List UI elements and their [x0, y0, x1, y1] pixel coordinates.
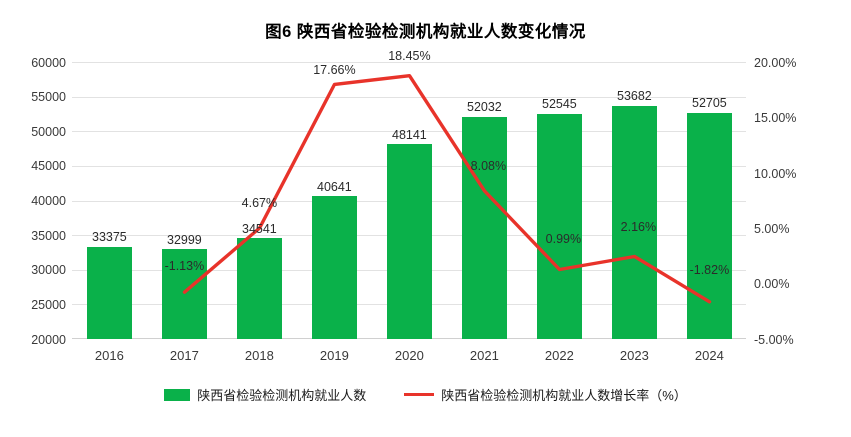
bar-2017: [162, 249, 207, 339]
bar-value-2019: 40641: [317, 180, 352, 194]
legend-item-growth-rate[interactable]: 陕西省检验检测机构就业人数增长率（%）: [404, 385, 687, 404]
x-label-2017: 2017: [169, 348, 199, 363]
pct-label-2021: 8.08%: [470, 159, 507, 173]
x-label-2016: 2016: [94, 348, 124, 363]
bar-2016: [87, 246, 132, 339]
y-left-tick-40000: 40000: [31, 194, 66, 208]
gridline: [72, 62, 746, 63]
x-label-2019: 2019: [319, 348, 349, 363]
bar-2020: [387, 144, 432, 339]
y-left-tick-35000: 35000: [31, 229, 66, 243]
y-left-tick-55000: 55000: [31, 90, 66, 104]
pct-label-2023: 2.16%: [620, 220, 657, 234]
x-label-2020: 2020: [394, 348, 424, 363]
y-right-tick-0: 0.00%: [754, 277, 790, 291]
gridline: [72, 96, 746, 98]
bar-2021: [462, 117, 507, 339]
y-right-tick-5: 5.00%: [754, 222, 790, 236]
legend-item-employment[interactable]: 陕西省检验检测机构就业人数: [164, 385, 366, 404]
y-left-tick-20000: 20000: [31, 333, 66, 347]
legend-line-swatch-icon: [404, 392, 435, 397]
bar-2023: [612, 105, 657, 339]
x-label-2024: 2024: [694, 348, 724, 363]
gridline: [72, 131, 746, 133]
bar-value-2022: 52545: [542, 97, 577, 111]
y-right-tick-neg5: -5.00%: [754, 333, 794, 347]
chart-title: 图6 陕西省检验检测机构就业人数变化情况: [265, 23, 586, 41]
bar-value-2020: 48141: [392, 128, 427, 142]
y-right-tick-10: 10.00%: [754, 167, 797, 181]
pct-label-2020: 18.45%: [388, 49, 431, 63]
bar-value-2024: 52705: [692, 96, 727, 110]
bar-value-2016: 33375: [92, 230, 127, 244]
bar-2018: [237, 238, 282, 339]
y-left-tick-60000: 60000: [31, 56, 66, 70]
bar-value-2018: 34541: [242, 222, 277, 236]
pct-label-2024: -1.82%: [689, 263, 730, 277]
bar-2019: [312, 196, 357, 339]
x-label-2018: 2018: [244, 348, 274, 363]
pct-label-2022: 0.99%: [545, 232, 582, 246]
pct-label-2017: -1.13%: [164, 259, 205, 273]
y-left-tick-25000: 25000: [31, 298, 66, 312]
legend-label-growth-rate: 陕西省检验检测机构就业人数增长率（%）: [441, 388, 687, 403]
legend-bar-swatch-icon: [164, 388, 191, 401]
chart-legend: 陕西省检验检测机构就业人数 陕西省检验检测机构就业人数增长率（%）: [0, 385, 851, 404]
y-left-tick-50000: 50000: [31, 125, 66, 139]
y-right-tick-20: 20.00%: [754, 56, 797, 70]
bar-value-2023: 53682: [617, 89, 652, 103]
bar-2022: [537, 113, 582, 339]
y-left-tick-45000: 45000: [31, 159, 66, 173]
growth-rate-line: [182, 73, 712, 304]
x-label-2022: 2022: [544, 348, 574, 363]
x-label-2021: 2021: [469, 348, 499, 363]
pct-label-2018: 4.67%: [241, 196, 278, 210]
bar-value-2017: 32999: [167, 233, 202, 247]
legend-label-employment: 陕西省检验检测机构就业人数: [197, 388, 367, 403]
pct-label-2019: 17.66%: [313, 63, 356, 77]
y-left-tick-30000: 30000: [31, 263, 66, 277]
bar-value-2021: 52032: [467, 100, 502, 114]
x-label-2023: 2023: [619, 348, 649, 363]
y-right-tick-15: 15.00%: [754, 111, 797, 125]
